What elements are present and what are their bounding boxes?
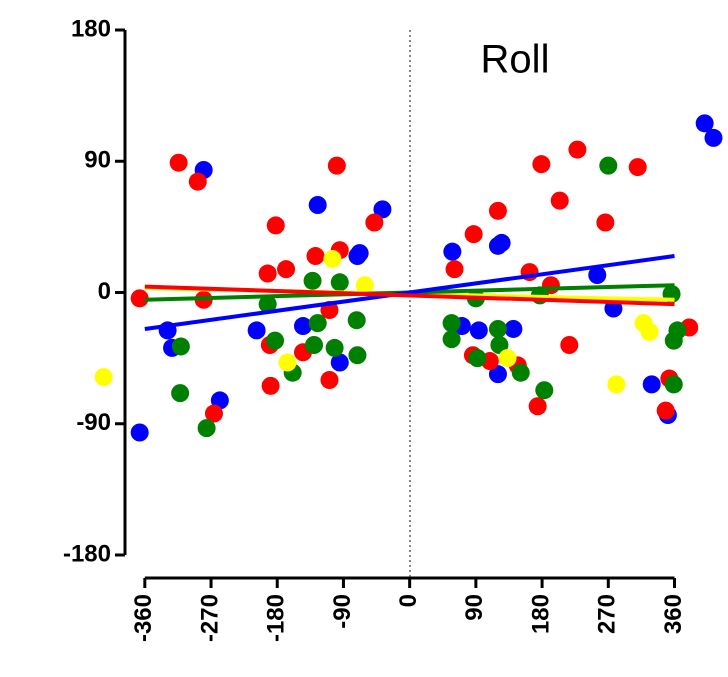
point xyxy=(532,155,551,174)
point xyxy=(94,368,113,387)
point xyxy=(188,172,207,191)
point xyxy=(347,311,366,330)
point xyxy=(490,336,509,354)
point xyxy=(169,153,188,172)
point xyxy=(468,349,487,368)
point xyxy=(171,384,190,403)
point xyxy=(599,156,618,175)
fit-line xyxy=(144,254,675,331)
point xyxy=(488,201,507,220)
point xyxy=(305,336,324,354)
point xyxy=(130,289,149,308)
point xyxy=(596,213,615,232)
y-tick-label: 0 xyxy=(98,278,111,305)
point xyxy=(258,264,277,283)
point xyxy=(664,375,683,394)
point xyxy=(330,353,349,372)
point xyxy=(443,242,462,261)
point xyxy=(258,295,277,314)
point xyxy=(469,321,488,340)
chart-title: Roll xyxy=(481,38,550,82)
point xyxy=(171,337,190,356)
point xyxy=(325,338,344,357)
point xyxy=(535,381,554,400)
point xyxy=(277,260,296,279)
point xyxy=(308,196,327,214)
point xyxy=(628,158,647,177)
x-tick-label: 180 xyxy=(527,594,554,634)
point xyxy=(320,371,339,389)
y-tick-label: 90 xyxy=(84,147,111,174)
point xyxy=(303,271,322,290)
point xyxy=(656,401,675,420)
point xyxy=(348,346,367,365)
point xyxy=(247,321,266,340)
x-tick-label: 360 xyxy=(660,594,687,634)
point xyxy=(355,276,374,295)
point xyxy=(445,260,464,279)
point xyxy=(568,140,587,159)
x-tick-label: -360 xyxy=(130,594,157,642)
x-tick-label: -270 xyxy=(196,594,223,642)
point xyxy=(350,244,369,263)
point xyxy=(204,404,223,423)
point xyxy=(528,397,547,416)
point xyxy=(442,314,461,333)
x-tick-label: 90 xyxy=(461,594,488,621)
x-tick-label: -90 xyxy=(329,594,356,629)
point xyxy=(197,419,216,438)
point xyxy=(640,322,659,341)
point xyxy=(306,247,325,266)
point xyxy=(464,225,483,244)
point xyxy=(266,331,285,350)
point xyxy=(642,375,661,394)
point xyxy=(293,317,312,336)
point xyxy=(266,216,285,235)
point xyxy=(492,233,511,252)
point xyxy=(261,376,280,395)
x-tick-label: 270 xyxy=(594,594,621,634)
point xyxy=(330,273,349,292)
point xyxy=(308,314,327,333)
point xyxy=(488,319,507,338)
point xyxy=(373,200,392,219)
point xyxy=(607,375,626,394)
point xyxy=(560,336,579,354)
y-tick-label: -180 xyxy=(63,540,111,567)
point xyxy=(323,249,342,268)
point xyxy=(130,423,149,442)
y-tick-label: 180 xyxy=(71,15,111,42)
point xyxy=(327,156,346,175)
point xyxy=(511,363,530,382)
fit-line xyxy=(144,284,675,307)
point xyxy=(504,319,523,338)
point xyxy=(695,114,714,133)
point xyxy=(588,266,607,284)
x-tick-label: 0 xyxy=(395,594,422,607)
point xyxy=(365,213,384,232)
point xyxy=(664,331,683,350)
point xyxy=(442,330,461,349)
point xyxy=(488,365,507,384)
point xyxy=(550,191,569,210)
point xyxy=(498,349,517,368)
x-tick-label: -180 xyxy=(263,594,290,642)
y-tick-label: -90 xyxy=(76,409,111,436)
point xyxy=(278,353,297,372)
point xyxy=(704,128,723,147)
